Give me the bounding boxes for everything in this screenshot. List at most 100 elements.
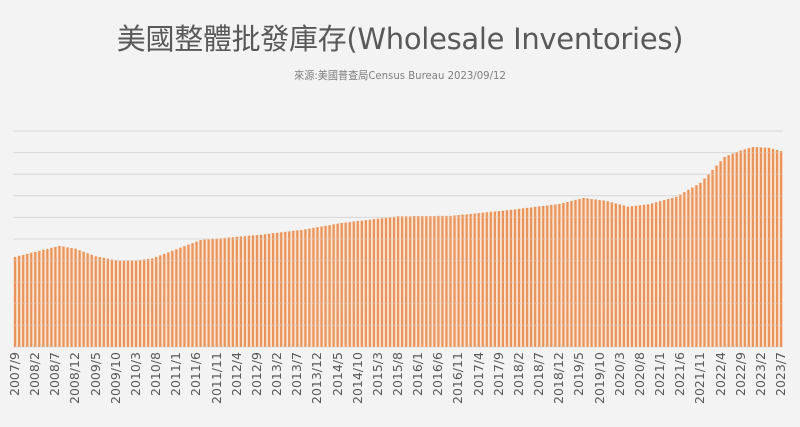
bar [675,196,678,347]
bar [280,232,283,347]
bar [453,215,456,347]
bar [622,205,625,347]
bar [405,216,408,347]
x-tick-label: 2020/8 [631,352,647,396]
bar [255,235,259,347]
bar [70,248,73,347]
bar [542,205,545,347]
bar [203,239,206,347]
bar [14,256,17,347]
bar [731,153,734,347]
plot-area [13,130,783,348]
bar [126,260,130,347]
bar [58,245,61,347]
bar [276,232,279,347]
bar [618,204,621,347]
bar [751,146,754,347]
x-tick-label: 2022/9 [732,352,748,396]
bar [614,203,617,347]
bar [122,260,126,347]
x-tick-label: 2010/8 [148,352,164,396]
bar [413,216,416,347]
bar [344,222,347,347]
bar [727,155,730,347]
bar [711,169,714,347]
bar [187,244,190,347]
bar [646,204,650,347]
x-tick-label: 2012/4 [228,352,244,396]
bar [380,218,384,347]
bar [602,200,605,347]
bar [175,249,178,347]
bar [74,248,77,347]
x-tick-label: 2011/1 [168,352,184,396]
bar [739,150,742,347]
x-tick-label: 2015/3 [369,352,385,396]
bar [501,210,505,347]
bar [18,255,21,347]
bar [66,247,69,347]
bar [590,199,593,347]
bar [114,260,118,347]
bar [296,230,299,347]
bar [324,225,327,347]
bar [288,231,291,347]
x-tick-label: 2013/7 [289,352,305,396]
x-tick-label: 2014/5 [329,352,345,396]
bar [364,220,367,347]
bar [530,207,533,347]
x-tick-label: 2012/9 [248,352,264,396]
bar [521,208,525,347]
chart-title: 美國整體批發庫存(Wholesale Inventories) [116,22,684,56]
bar [360,220,363,347]
bar [348,222,351,347]
bar [578,199,581,347]
x-tick-label: 2011/6 [188,352,204,396]
bar [642,204,646,347]
bar [90,254,93,347]
bar [163,253,166,347]
bar [151,258,154,347]
bar [82,251,85,347]
bar [340,223,343,347]
bar [227,237,230,347]
bar [671,197,674,347]
bar [183,246,186,347]
bar [759,147,763,347]
bar [485,212,488,347]
x-tick-label: 2017/4 [470,352,486,396]
bar [251,235,255,347]
x-tick-label: 2014/10 [349,352,365,404]
bar [525,207,529,347]
x-tick-label: 2011/11 [208,352,224,404]
x-tick-label: 2008/7 [47,352,63,396]
x-tick-label: 2018/12 [551,352,567,404]
x-tick-label: 2010/3 [127,352,143,396]
bar [130,260,134,347]
bar [550,204,553,347]
bar [630,206,634,347]
x-tick-label: 2015/8 [390,352,405,396]
bar [489,211,492,347]
x-tick-label: 2019/5 [571,352,587,396]
bar [473,213,476,347]
bar [199,240,202,347]
bar [26,253,29,347]
bar [445,215,448,347]
bar [102,257,105,347]
bar [594,199,597,347]
bar [284,231,287,347]
bar [582,197,585,347]
bar [376,218,380,347]
bar [425,216,428,347]
x-tick-label: 2023/2 [752,352,768,396]
bar [34,251,37,347]
bar [42,249,45,347]
bar [610,202,613,347]
chart-subtitle: 來源:美國普查局Census Bureau 2023/09/12 [294,69,506,82]
bar [493,211,496,347]
x-tick-label: 2021/1 [652,352,668,396]
bar [534,206,537,347]
bar [663,200,666,347]
bar [497,211,500,347]
